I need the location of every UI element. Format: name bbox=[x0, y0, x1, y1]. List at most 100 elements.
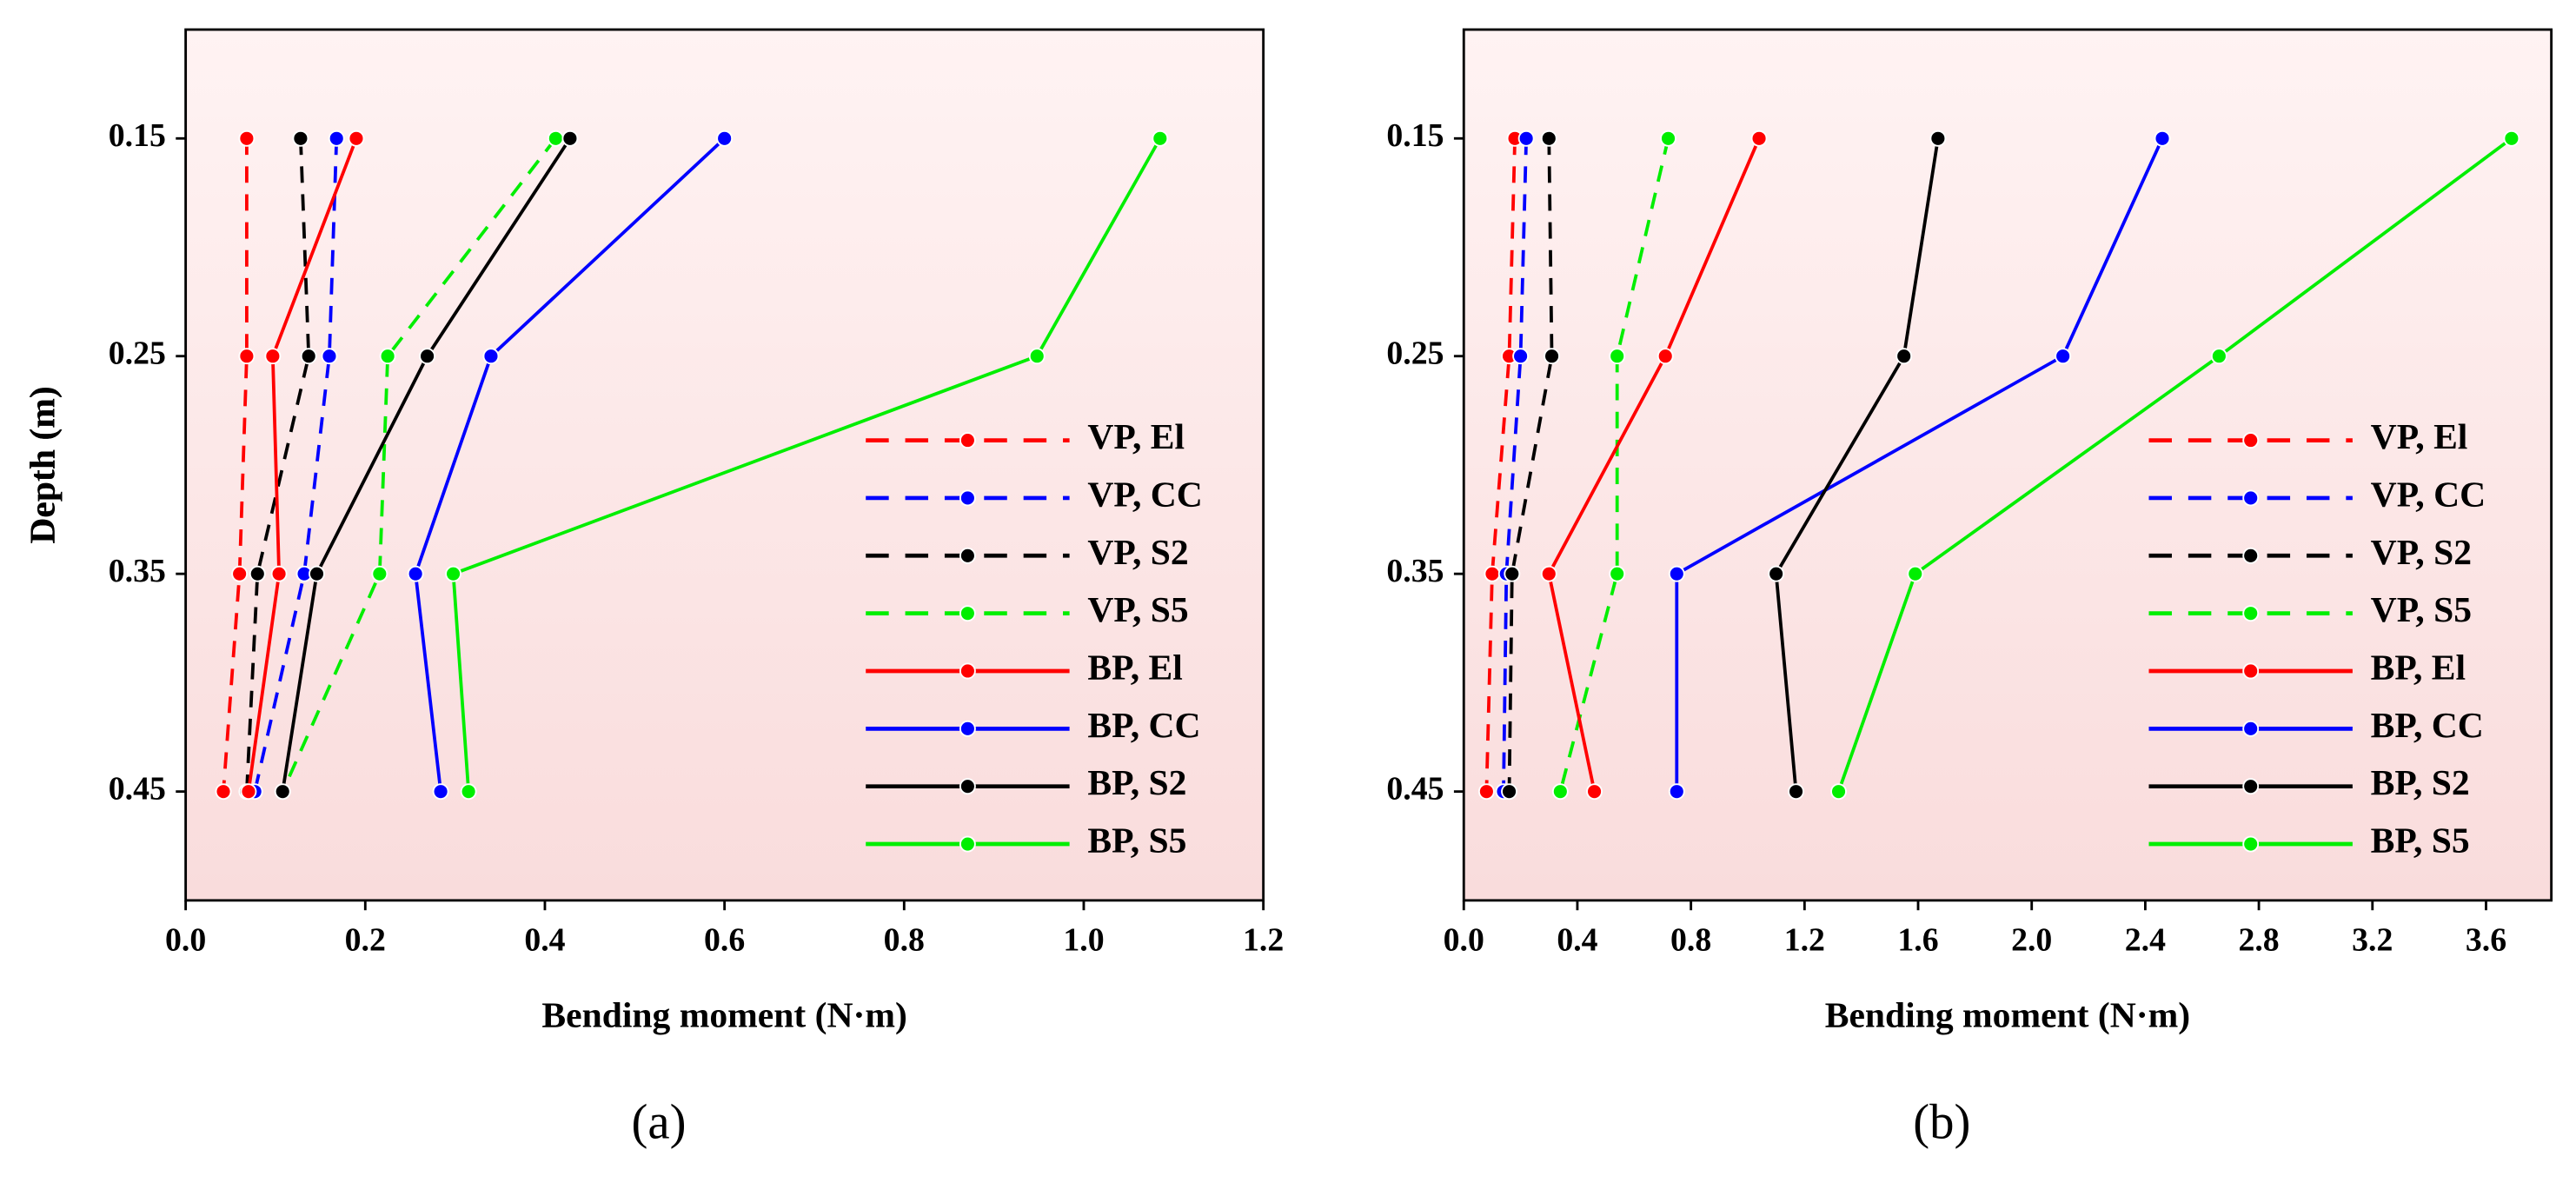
data-point bbox=[716, 130, 734, 147]
series-line bbox=[1484, 138, 1517, 792]
data-point bbox=[2503, 130, 2520, 147]
legend-label: VP, S5 bbox=[2371, 589, 2472, 629]
legend-label: BP, S2 bbox=[1087, 762, 1186, 802]
series-line bbox=[414, 136, 726, 792]
x-axis-label: Bending moment (N·m) bbox=[541, 995, 906, 1036]
data-point bbox=[1540, 565, 1557, 582]
data-point bbox=[1668, 783, 1685, 801]
y-tick-label: 0.45 bbox=[1386, 770, 1444, 807]
data-point bbox=[300, 348, 317, 365]
data-point bbox=[407, 565, 424, 582]
series-line bbox=[1675, 137, 2164, 792]
data-point bbox=[309, 565, 325, 582]
legend-label: VP, S2 bbox=[1087, 532, 1188, 572]
legend-marker bbox=[2242, 547, 2260, 564]
legend-marker bbox=[959, 605, 976, 622]
data-point bbox=[1551, 783, 1569, 801]
x-tick-label: 2.8 bbox=[2238, 922, 2279, 959]
data-point bbox=[321, 348, 338, 365]
data-point bbox=[445, 565, 462, 582]
legend-label: BP, S5 bbox=[2371, 821, 2470, 861]
legend-label: BP, CC bbox=[2371, 705, 2484, 745]
data-point bbox=[1609, 348, 1626, 365]
x-tick-label: 0.8 bbox=[1670, 922, 1711, 959]
plot-area bbox=[1464, 30, 2552, 901]
data-point bbox=[1788, 783, 1804, 801]
data-point bbox=[371, 565, 388, 582]
legend-marker bbox=[959, 489, 976, 507]
data-point bbox=[1028, 348, 1046, 365]
x-tick-label: 0.4 bbox=[524, 922, 565, 959]
legend-marker bbox=[959, 720, 976, 737]
y-tick-label: 0.25 bbox=[1386, 335, 1444, 371]
legend-label: VP, El bbox=[1087, 416, 1185, 456]
data-point bbox=[2154, 130, 2171, 147]
legend-label: VP, CC bbox=[1087, 474, 1202, 514]
x-tick-label: 2.4 bbox=[2125, 922, 2166, 959]
data-point bbox=[238, 130, 256, 147]
legend-marker bbox=[2242, 835, 2260, 853]
data-point bbox=[240, 783, 257, 801]
y-tick-label: 0.35 bbox=[109, 553, 166, 589]
y-tick-label: 0.15 bbox=[109, 117, 166, 154]
data-point bbox=[270, 565, 288, 582]
y-tick-label: 0.15 bbox=[1386, 117, 1444, 154]
data-point bbox=[264, 348, 282, 365]
series-line bbox=[1774, 137, 1940, 792]
data-point bbox=[1540, 130, 1557, 147]
data-point bbox=[432, 783, 449, 801]
legend-marker bbox=[959, 662, 976, 680]
legend-label: BP, El bbox=[2371, 648, 2466, 688]
legend-marker bbox=[2242, 662, 2260, 680]
data-point bbox=[215, 783, 232, 801]
data-point bbox=[547, 130, 564, 147]
y-axis-label: Depth (m) bbox=[22, 386, 63, 543]
x-tick-label: 0.2 bbox=[345, 922, 386, 959]
data-point bbox=[1504, 565, 1521, 582]
legend-marker bbox=[959, 432, 976, 449]
x-tick-label: 0.0 bbox=[165, 922, 206, 959]
series-line bbox=[451, 137, 1162, 792]
x-tick-label: 3.2 bbox=[2352, 922, 2393, 959]
y-tick-label: 0.25 bbox=[109, 335, 166, 371]
legend-marker bbox=[959, 778, 976, 795]
data-point bbox=[1895, 348, 1913, 365]
data-point bbox=[1609, 565, 1626, 582]
x-tick-label: 0.4 bbox=[1557, 922, 1597, 959]
caption: (b) bbox=[1913, 1095, 1970, 1150]
legend-marker bbox=[2242, 489, 2260, 507]
data-point bbox=[292, 130, 309, 147]
data-point bbox=[379, 348, 396, 365]
data-point bbox=[1750, 130, 1768, 147]
data-point bbox=[328, 130, 345, 147]
x-axis-label: Bending moment (N·m) bbox=[1825, 995, 2190, 1036]
data-point bbox=[1830, 783, 1847, 801]
legend-label: BP, S5 bbox=[1087, 821, 1186, 861]
data-point bbox=[1477, 783, 1495, 801]
legend-label: BP, CC bbox=[1087, 705, 1200, 745]
data-point bbox=[1586, 783, 1603, 801]
series-line bbox=[1502, 138, 1529, 792]
data-point bbox=[482, 348, 500, 365]
x-tick-label: 1.0 bbox=[1063, 922, 1104, 959]
legend-label: VP, El bbox=[2371, 416, 2468, 456]
data-point bbox=[231, 565, 249, 582]
data-point bbox=[1907, 565, 1924, 582]
series-line bbox=[247, 137, 358, 792]
data-point bbox=[561, 130, 579, 147]
legend-label: VP, S5 bbox=[1087, 589, 1188, 629]
data-point bbox=[1501, 783, 1517, 801]
data-point bbox=[2055, 348, 2072, 365]
data-point bbox=[1768, 565, 1785, 582]
data-point bbox=[238, 348, 256, 365]
series-line bbox=[281, 137, 572, 792]
legend-label: VP, CC bbox=[2371, 474, 2486, 514]
x-tick-label: 0.0 bbox=[1444, 922, 1484, 959]
legend-label: BP, El bbox=[1087, 648, 1182, 688]
series-line bbox=[1558, 137, 1670, 793]
plot-frame bbox=[1462, 28, 2553, 902]
series-line bbox=[1547, 137, 1761, 793]
x-tick-label: 2.0 bbox=[2011, 922, 2052, 959]
